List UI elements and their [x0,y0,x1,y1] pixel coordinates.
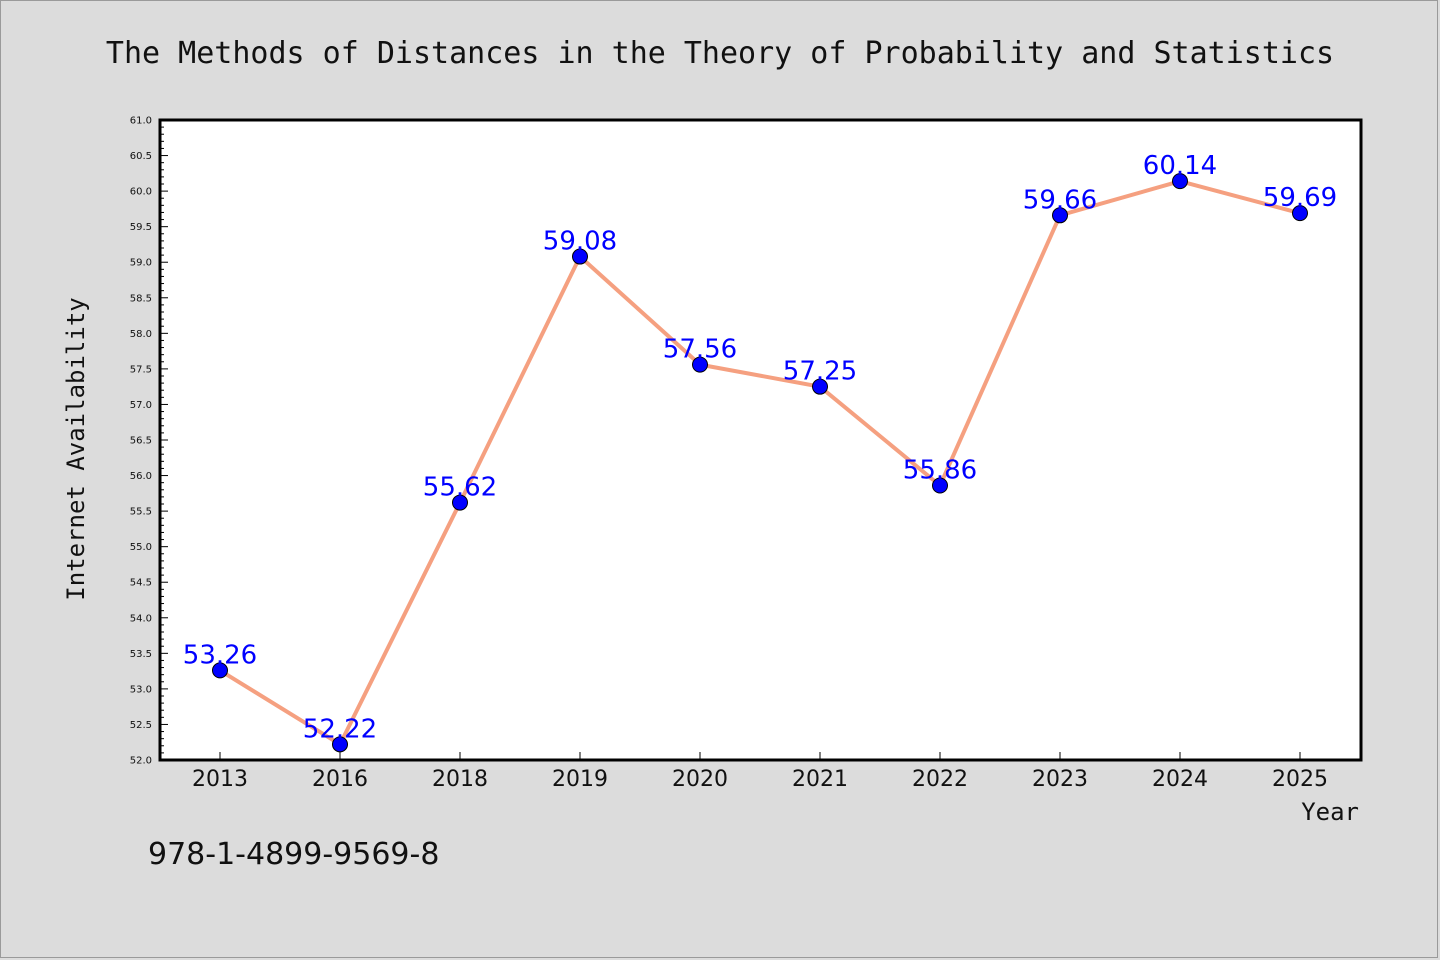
y-tick-label: 59.0 [130,258,152,269]
y-tick-label: 52.5 [130,720,152,731]
data-label: 59.66 [1023,185,1097,215]
y-tick-label: 58.0 [130,329,152,340]
data-label: 53.26 [183,640,257,670]
data-point-marker [572,248,588,265]
x-tick-label: 2013 [192,767,248,792]
data-label: 55.86 [903,456,977,486]
data-label: 55.62 [423,473,497,503]
x-tick-label: 2019 [552,767,608,792]
chart-title: The Methods of Distances in the Theory o… [106,36,1334,71]
y-tick-label: 60.5 [130,151,152,162]
data-label: 52.22 [303,714,377,744]
y-axis: 52.0 52.5 53.0 53.5 54.0 54.5 55.0 55.5 56.0 56.5… [130,116,168,767]
y-tick-label: 56.5 [130,436,152,447]
y-tick-label: 59.5 [130,222,152,233]
data-point-marker [812,378,828,395]
y-tick-label: 58.5 [130,293,152,304]
data-point-marker [332,736,348,753]
x-tick-label: 2020 [672,767,728,792]
data-label: 57.25 [783,357,857,387]
x-tick-label: 2024 [1152,767,1208,792]
series-internet-availability [212,173,1308,753]
y-tick-label: 54.5 [130,578,152,589]
isbn-text: 978-1-4899-9569-8 [148,837,439,872]
y-tick-label: 52.0 [130,756,152,767]
y-tick-label: 55.5 [130,507,152,518]
y-tick-label: 53.0 [130,684,152,695]
x-tick-label: 2021 [792,767,848,792]
data-point-marker [1052,207,1068,224]
data-point-marker [1292,205,1308,222]
data-label: 60.14 [1143,151,1217,181]
x-tick-label: 2023 [1032,767,1088,792]
y-tick-label: 55.0 [130,542,152,553]
data-label: 59.69 [1263,183,1337,213]
x-tick-label: 2018 [432,767,488,792]
y-tick-label: 57.0 [130,400,152,411]
y-tick-label: 61.0 [130,116,152,127]
x-tick-label: 2025 [1272,767,1328,792]
data-point-marker [452,494,468,511]
y-tick-label: 54.0 [130,613,152,624]
plot-area [158,118,1363,762]
y-tick-label: 60.0 [130,187,152,198]
data-labels: 53.26 52.22 55.62 59.08 57.56 57.25 55.86 59.66… [183,151,1337,744]
x-tick-label: 2022 [912,767,968,792]
x-axis-title: Year [1301,798,1359,826]
data-point-marker [692,356,708,373]
data-point-marker [1172,173,1188,190]
series-line [218,179,1301,747]
data-point-marker [212,662,228,679]
y-tick-label: 56.0 [130,471,152,482]
y-tick-label: 53.5 [130,649,152,660]
y-tick-label: 57.5 [130,364,152,375]
x-tick-label: 2016 [312,767,368,792]
y-axis-title: Internet Availability [62,297,90,600]
data-label: 59.08 [543,227,617,257]
x-axis: 2013 2016 2018 2019 2020 2021 2022 2023 2024 2025 [192,752,1328,792]
data-point-marker [932,477,948,494]
data-label: 57.56 [663,335,737,365]
